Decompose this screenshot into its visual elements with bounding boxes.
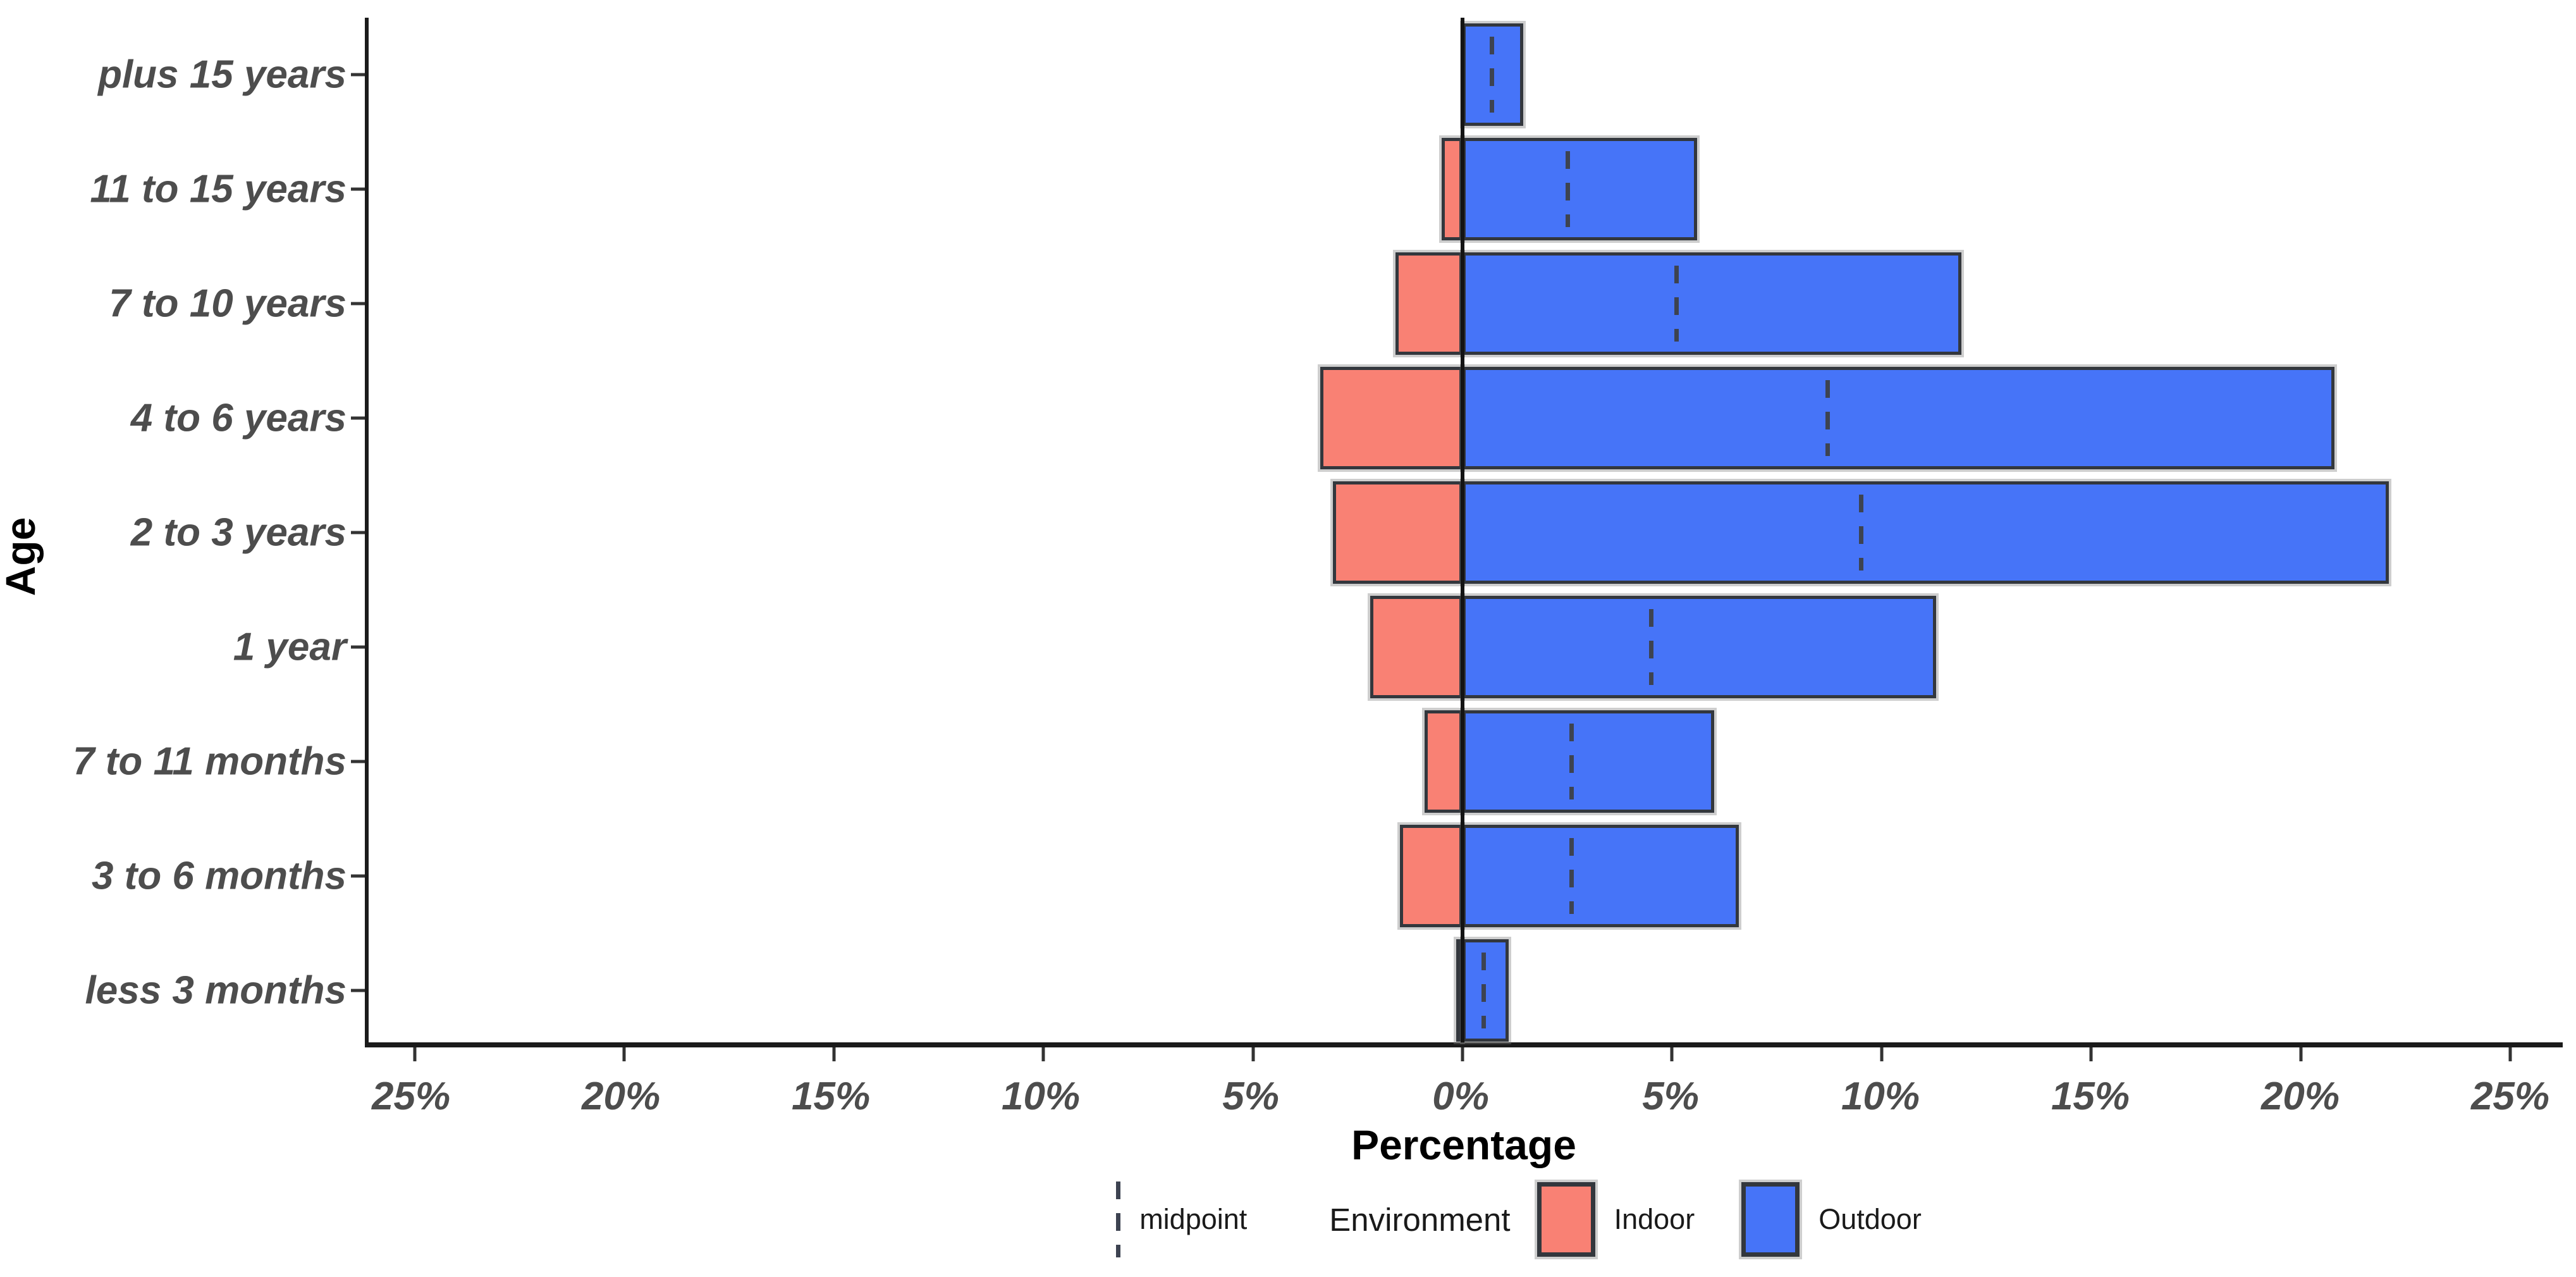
indoor-bar-1-year xyxy=(1370,595,1463,698)
midpoint-marker-less-3-months xyxy=(1481,952,1487,1028)
indoor-bar-2-to-3-years xyxy=(1332,481,1463,584)
midpoint-marker-4-to-6-years xyxy=(1825,380,1830,457)
midpoint-legend-dash-icon xyxy=(1116,1181,1121,1257)
y-category-label-7-to-11-months: 7 to 11 months xyxy=(73,739,347,784)
x-tick-20 xyxy=(2299,1047,2303,1061)
outdoor-bar-1-year xyxy=(1463,595,1937,698)
midpoint-marker-plus-15-years xyxy=(1490,37,1495,113)
x-axis-title: Percentage xyxy=(1351,1121,1576,1168)
y-tick-3-to-6-months xyxy=(351,874,365,878)
x-tick-label--25: 25% xyxy=(371,1075,451,1118)
midpoint-marker-2-to-3-years xyxy=(1858,495,1863,571)
x-tick-label-15: 15% xyxy=(2051,1075,2130,1118)
outdoor-bar-4-to-6-years xyxy=(1463,367,2334,470)
x-tick-label-0: 0% xyxy=(1432,1075,1489,1118)
y-tick-7-to-10-years xyxy=(351,302,365,305)
indoor-bar-11-to-15-years xyxy=(1441,138,1463,241)
x-tick-label-20: 20% xyxy=(2260,1075,2340,1118)
midpoint-marker-7-to-10-years xyxy=(1674,266,1679,342)
y-category-label-plus-15-years: plus 15 years xyxy=(98,52,347,97)
midpoint-marker-3-to-6-months xyxy=(1569,837,1574,914)
x-tick--15 xyxy=(832,1047,836,1061)
x-tick--10 xyxy=(1041,1047,1045,1061)
x-tick--20 xyxy=(622,1047,626,1061)
y-tick-plus-15-years xyxy=(351,73,365,77)
y-tick-11-to-15-years xyxy=(351,187,365,191)
x-tick-label-10: 10% xyxy=(1841,1075,1920,1118)
y-tick-2-to-3-years xyxy=(351,531,365,534)
outdoor-bar-7-to-10-years xyxy=(1463,252,1961,355)
y-category-label-less-3-months: less 3 months xyxy=(85,968,347,1013)
midpoint-marker-1-year xyxy=(1649,608,1654,685)
indoor-bar-3-to-6-months xyxy=(1399,824,1463,927)
y-category-label-2-to-3-years: 2 to 3 years xyxy=(130,510,347,555)
x-tick-label--10: 10% xyxy=(1001,1075,1081,1118)
y-tick-1-year xyxy=(351,645,365,649)
x-tick--25 xyxy=(413,1047,417,1061)
y-category-label-7-to-10-years: 7 to 10 years xyxy=(109,281,347,326)
y-category-label-3-to-6-months: 3 to 6 months xyxy=(91,854,347,898)
y-tick-7-to-11-months xyxy=(351,760,365,763)
midpoint-marker-7-to-11-months xyxy=(1569,723,1574,799)
y-category-label-11-to-15-years: 11 to 15 years xyxy=(90,167,347,211)
zero-axis-line xyxy=(1461,18,1465,1042)
x-tick--5 xyxy=(1251,1047,1255,1061)
x-tick-10 xyxy=(1880,1047,1884,1061)
outdoor-bar-11-to-15-years xyxy=(1463,138,1698,241)
legend-indoor-label: Indoor xyxy=(1614,1203,1695,1235)
y-axis-title: Age xyxy=(0,517,44,596)
y-tick-less-3-months xyxy=(351,989,365,992)
y-tick-4-to-6-years xyxy=(351,416,365,420)
indoor-bar-7-to-10-years xyxy=(1395,252,1463,355)
x-tick-5 xyxy=(1670,1047,1674,1061)
legend-outdoor-label: Outdoor xyxy=(1819,1203,1922,1235)
indoor-bar-7-to-11-months xyxy=(1425,710,1463,813)
legend-swatch-indoor xyxy=(1536,1182,1595,1257)
legend-swatch-outdoor xyxy=(1741,1182,1800,1257)
x-tick-25 xyxy=(2508,1047,2512,1061)
x-tick-0 xyxy=(1461,1047,1464,1061)
legend-title: Environment xyxy=(1329,1201,1511,1238)
outdoor-bar-2-to-3-years xyxy=(1463,481,2389,584)
outdoor-bar-3-to-6-months xyxy=(1463,824,1739,927)
y-category-label-1-year: 1 year xyxy=(233,625,347,669)
x-tick-label-25: 25% xyxy=(2470,1075,2550,1118)
x-tick-15 xyxy=(2089,1047,2093,1061)
outdoor-bar-7-to-11-months xyxy=(1463,710,1714,813)
legend-group: midpoint Environment Indoor Outdoor xyxy=(1116,1181,1922,1257)
x-tick-label--15: 15% xyxy=(791,1075,871,1118)
y-category-label-4-to-6-years: 4 to 6 years xyxy=(130,396,347,440)
legend-midpoint-label: midpoint xyxy=(1139,1203,1248,1235)
indoor-bar-4-to-6-years xyxy=(1320,367,1463,470)
x-tick-label-5: 5% xyxy=(1642,1075,1699,1118)
x-tick-label--5: 5% xyxy=(1222,1075,1279,1118)
x-tick-label--20: 20% xyxy=(581,1075,661,1118)
legend: midpoint Environment Indoor Outdoor xyxy=(0,1181,2576,1257)
midpoint-marker-11-to-15-years xyxy=(1565,151,1570,228)
plot-panel xyxy=(351,18,2563,1061)
